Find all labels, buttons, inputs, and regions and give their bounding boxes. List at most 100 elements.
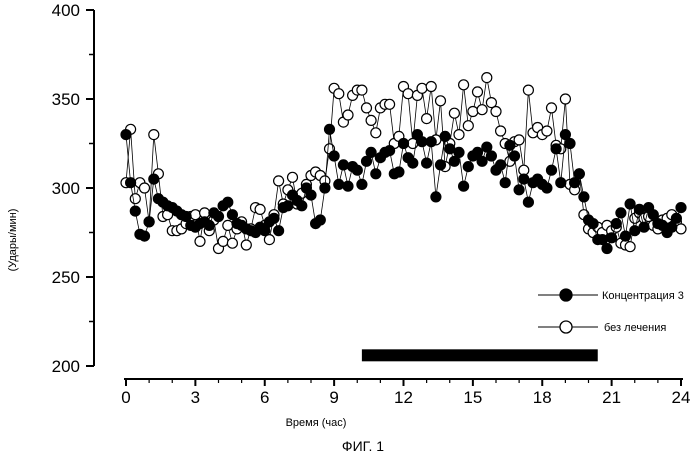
data-point-filled <box>607 233 617 243</box>
data-point-filled <box>422 158 432 168</box>
data-point-open <box>218 236 228 246</box>
data-point-open <box>130 194 140 204</box>
data-point-filled <box>542 183 552 193</box>
heart-rate-chart: 20025030035040003691215182124 Концентрац… <box>0 0 699 456</box>
x-tick-label: 21 <box>602 388 621 407</box>
data-point-filled <box>223 197 233 207</box>
data-point-filled <box>394 167 404 177</box>
x-tick-label: 12 <box>394 388 413 407</box>
data-point-filled <box>436 160 446 170</box>
data-point-filled <box>329 151 339 161</box>
data-point-filled <box>519 174 529 184</box>
data-point-filled <box>639 222 649 232</box>
data-point-open <box>523 85 533 95</box>
data-point-filled <box>459 181 469 191</box>
data-point-filled <box>149 174 159 184</box>
series-layer <box>121 73 686 254</box>
data-point-open <box>560 94 570 104</box>
data-point-filled <box>385 146 395 156</box>
data-point-open <box>343 110 353 120</box>
data-point-open <box>195 236 205 246</box>
data-point-open <box>362 103 372 113</box>
data-point-filled <box>496 160 506 170</box>
data-point-open <box>149 130 159 140</box>
data-point-open <box>459 80 469 90</box>
data-point-open <box>422 114 432 124</box>
data-point-filled <box>574 169 584 179</box>
data-point-open <box>454 130 464 140</box>
data-point-filled <box>352 165 362 175</box>
data-point-filled <box>325 124 335 134</box>
data-point-filled <box>343 181 353 191</box>
data-point-open <box>426 82 436 92</box>
data-point-filled <box>505 140 515 150</box>
data-point-open <box>223 220 233 230</box>
data-point-filled <box>334 179 344 189</box>
data-point-filled <box>357 179 367 189</box>
data-point-filled <box>214 212 224 222</box>
data-point-filled <box>602 244 612 254</box>
data-point-open <box>357 85 367 95</box>
data-point-open <box>385 99 395 109</box>
data-point-filled <box>611 219 621 229</box>
data-point-open <box>463 121 473 131</box>
legend-item-concentration-3: Концентрация 3 <box>538 289 684 302</box>
data-point-open <box>473 87 483 97</box>
data-point-open <box>676 224 686 234</box>
data-point-open <box>514 135 524 145</box>
data-point-filled <box>417 137 427 147</box>
data-point-filled <box>204 220 214 230</box>
legend-marker-filled <box>560 289 572 301</box>
data-point-filled <box>371 169 381 179</box>
data-point-filled <box>274 226 284 236</box>
data-point-filled <box>671 213 681 223</box>
treatment-bar <box>362 349 598 361</box>
x-axis-title: Время (час) <box>286 417 347 429</box>
data-point-filled <box>477 156 487 166</box>
data-point-filled <box>431 192 441 202</box>
data-point-filled <box>514 185 524 195</box>
y-tick-label: 300 <box>52 179 80 198</box>
data-point-open <box>491 107 501 117</box>
x-tick-label: 6 <box>260 388 269 407</box>
legend-label: Концентрация 3 <box>602 290 684 302</box>
data-point-filled <box>676 203 686 213</box>
data-point-filled <box>486 151 496 161</box>
y-tick-label: 250 <box>52 268 80 287</box>
data-point-filled <box>556 178 566 188</box>
data-point-open <box>496 126 506 136</box>
data-point-open <box>436 96 446 106</box>
legend-marker-open <box>560 321 572 333</box>
data-point-filled <box>547 165 557 175</box>
data-point-open <box>547 103 557 113</box>
data-point-open <box>403 89 413 99</box>
data-point-filled <box>551 144 561 154</box>
x-tick-label: 18 <box>533 388 552 407</box>
data-point-filled <box>565 139 575 149</box>
legend-label: без лечения <box>604 322 666 334</box>
data-point-open <box>255 204 265 214</box>
data-point-open <box>482 73 492 83</box>
data-point-filled <box>140 231 150 241</box>
data-point-filled <box>630 226 640 236</box>
data-point-filled <box>426 137 436 147</box>
data-point-filled <box>315 215 325 225</box>
data-point-filled <box>625 199 635 209</box>
x-tick-label: 24 <box>672 388 691 407</box>
data-point-filled <box>510 151 520 161</box>
x-tick-label: 3 <box>191 388 200 407</box>
data-point-filled <box>306 190 316 200</box>
x-tick-label: 0 <box>121 388 130 407</box>
data-point-open <box>227 238 237 248</box>
data-point-open <box>366 115 376 125</box>
data-point-filled <box>463 162 473 172</box>
data-point-open <box>274 176 284 186</box>
legend: Концентрация 3 без лечения <box>538 289 684 334</box>
treatment-bar-layer <box>362 349 598 361</box>
legend-item-untreated: без лечения <box>538 321 666 334</box>
data-point-filled <box>523 197 533 207</box>
data-point-filled <box>366 147 376 157</box>
data-point-filled <box>408 158 418 168</box>
data-point-open <box>477 105 487 115</box>
data-point-filled <box>445 144 455 154</box>
